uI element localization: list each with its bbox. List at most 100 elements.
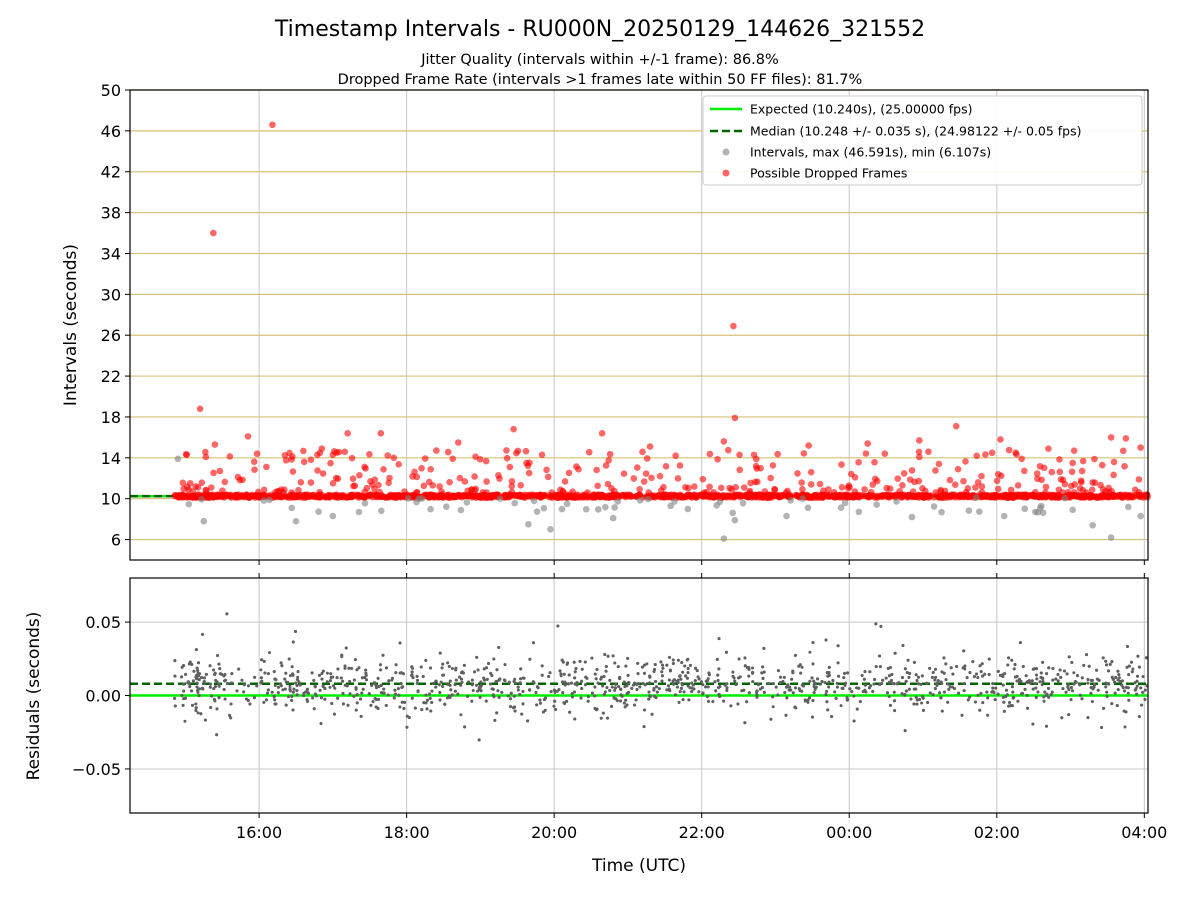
- residual-point: [290, 698, 294, 702]
- residual-point: [411, 676, 415, 680]
- dropped-frame-point: [825, 486, 832, 493]
- residual-point: [1143, 688, 1147, 692]
- residual-point: [453, 683, 457, 687]
- residual-point: [371, 700, 375, 704]
- dropped-frame-point: [994, 470, 1002, 478]
- residual-point: [359, 697, 363, 701]
- interval-point: [1000, 512, 1008, 520]
- interval-point: [288, 504, 296, 512]
- residual-point: [273, 684, 277, 688]
- interval-point: [540, 504, 548, 512]
- residual-point: [633, 703, 637, 707]
- residual-point: [1042, 699, 1046, 703]
- residual-point: [196, 671, 200, 675]
- dropped-frame-point: [685, 484, 692, 492]
- residual-point: [602, 674, 606, 678]
- residual-point: [903, 729, 907, 733]
- residual-point: [319, 696, 323, 700]
- residual-point: [808, 650, 812, 654]
- residual-point: [619, 699, 623, 703]
- residual-point: [900, 692, 904, 696]
- dropped-frame-point: [401, 488, 408, 495]
- intervals-y-tick-label: 26: [101, 326, 121, 345]
- residual-point: [548, 671, 552, 675]
- chart-subtitle-jitter: Jitter Quality (intervals within +/-1 fr…: [420, 52, 779, 68]
- residual-point: [478, 695, 482, 699]
- residual-point: [715, 657, 719, 661]
- dropped-frame-point: [636, 486, 643, 493]
- residual-point: [595, 668, 599, 672]
- residual-point: [181, 703, 185, 707]
- residual-point: [690, 690, 694, 694]
- residual-point: [593, 672, 597, 676]
- residual-point: [1104, 659, 1108, 663]
- residual-point: [386, 693, 390, 697]
- residual-point: [485, 677, 489, 681]
- residual-point: [197, 694, 201, 698]
- residual-point: [187, 662, 191, 666]
- dropped-frame-point: [362, 465, 369, 472]
- residual-point: [800, 665, 804, 669]
- residual-point: [1143, 697, 1147, 701]
- dropped-frame-point: [560, 488, 567, 496]
- residual-point: [478, 685, 482, 689]
- residual-point: [706, 685, 710, 689]
- residual-point: [871, 689, 875, 693]
- residual-point: [197, 661, 201, 665]
- residual-point: [583, 660, 587, 664]
- residual-point: [682, 690, 686, 694]
- residual-point: [776, 669, 780, 673]
- residual-point: [491, 693, 495, 697]
- residual-point: [479, 689, 483, 693]
- dropped-frame-point: [565, 469, 573, 477]
- dropped-frame-point: [947, 493, 955, 500]
- residual-point: [912, 702, 916, 706]
- residual-point: [262, 700, 266, 704]
- dropped-frame-point: [390, 492, 398, 499]
- residual-point: [321, 669, 325, 673]
- dropped-frame-point: [861, 486, 868, 493]
- dropped-frame-point: [916, 437, 923, 444]
- dropped-frame-point: [1102, 487, 1110, 495]
- intervals-y-ticks: 6 10 14 18 22 26 30 34 38 42 46 50: [101, 81, 130, 550]
- residual-point: [979, 691, 983, 695]
- dropped-frame-point: [1089, 479, 1096, 486]
- dropped-frame-point: [676, 493, 684, 501]
- residual-point: [357, 666, 361, 670]
- residual-point: [975, 672, 979, 676]
- residual-point: [994, 686, 998, 690]
- residual-point: [202, 679, 206, 683]
- residual-point: [378, 663, 382, 667]
- residual-point: [647, 690, 651, 694]
- dropped-frame-point: [714, 456, 721, 463]
- dropped-frame-point: [754, 478, 761, 486]
- residual-point: [827, 665, 831, 669]
- residual-point: [852, 694, 856, 698]
- dropped-frame-point: [349, 475, 357, 483]
- residual-point: [613, 686, 617, 690]
- dropped-frame-point: [838, 461, 845, 468]
- residual-point: [431, 681, 435, 685]
- residual-point: [668, 669, 672, 673]
- residual-point: [390, 676, 394, 680]
- residual-point: [542, 697, 546, 701]
- dropped-frame-point: [1056, 456, 1063, 463]
- residual-point: [276, 691, 280, 695]
- residual-point: [376, 676, 380, 680]
- residual-point: [1140, 703, 1144, 707]
- dropped-frame-point: [318, 445, 326, 452]
- residual-point: [192, 669, 196, 673]
- dropped-frame-point: [1078, 493, 1086, 500]
- residual-point: [797, 664, 801, 668]
- residual-point: [392, 696, 396, 700]
- residual-point: [990, 690, 994, 694]
- residual-point: [955, 665, 959, 669]
- dropped-frame-point: [575, 465, 582, 473]
- residual-point: [1012, 667, 1016, 671]
- intervals-y-tick-label: 38: [101, 204, 121, 223]
- residual-point: [893, 651, 897, 655]
- residual-point: [718, 685, 722, 689]
- dropped-frame-point: [599, 491, 606, 499]
- residual-point: [1072, 671, 1076, 675]
- residual-point: [701, 692, 705, 696]
